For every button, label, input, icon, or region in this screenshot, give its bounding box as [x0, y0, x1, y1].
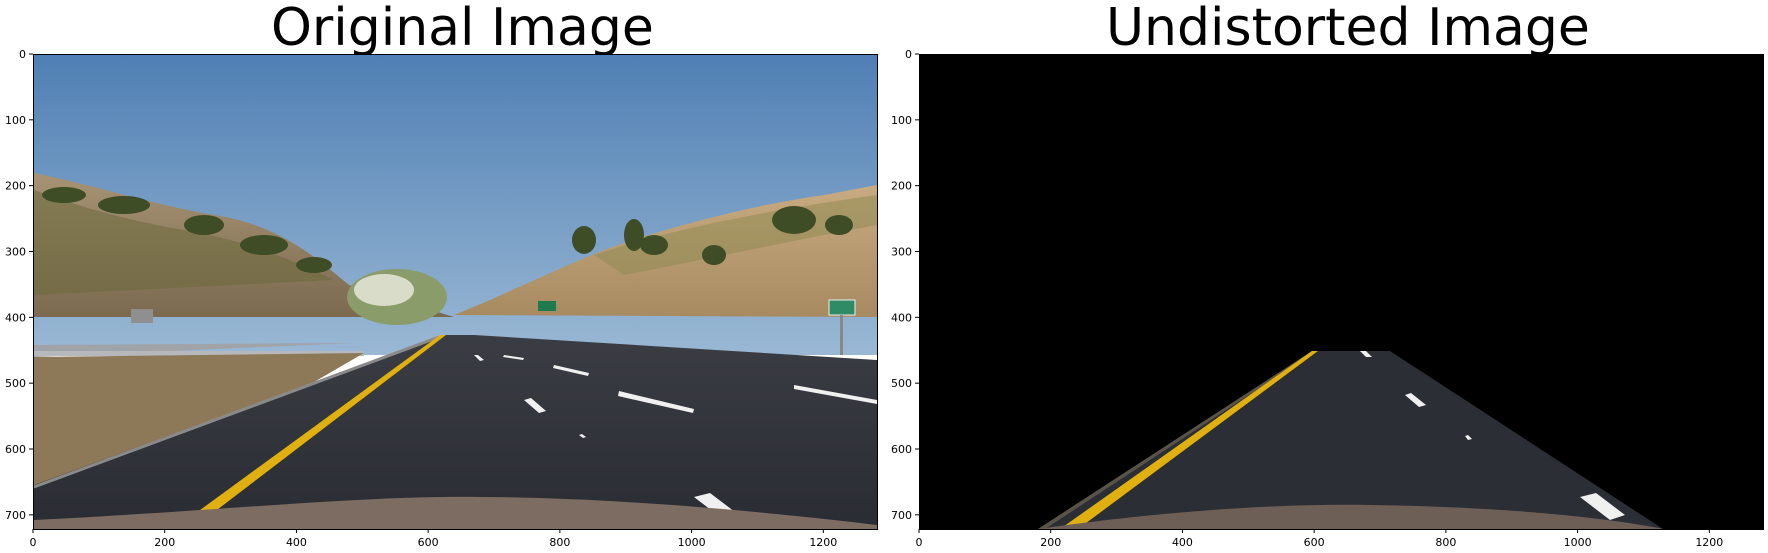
y-tick-label: 300 [891, 246, 912, 259]
yellow-lane-line [174, 335, 446, 529]
x-tick-label: 200 [154, 536, 175, 549]
y-tick-label: 0 [19, 48, 26, 61]
y-tick-label: 400 [5, 311, 26, 324]
x-tick-label: 400 [1172, 536, 1193, 549]
x-tick-label: 800 [1435, 536, 1456, 549]
visible-road-trapezoid [1038, 351, 1663, 529]
y-tick-label: 100 [5, 114, 26, 127]
y-tick-label: 700 [5, 509, 26, 522]
undistorted-image-panel [919, 54, 1764, 530]
white-lane-dashes-masked [1360, 351, 1625, 520]
original-road-photo [34, 55, 877, 529]
y-tick-label: 100 [891, 114, 912, 127]
car-hood [34, 496, 877, 529]
original-image-title: Original Image [271, 0, 654, 58]
y-tick-label: 200 [891, 180, 912, 193]
green-sign [538, 301, 556, 311]
x-tick-label: 600 [1304, 536, 1325, 549]
undistorted-image-title: Undistorted Image [1106, 0, 1590, 58]
yellow-lane-line-masked [1060, 351, 1318, 529]
car-hood-masked [1038, 504, 1663, 529]
x-tick-label: 200 [1040, 536, 1061, 549]
x-tick-label: 600 [418, 536, 439, 549]
x-tick-label: 1200 [1695, 536, 1723, 549]
y-tick-label: 400 [891, 311, 912, 324]
x-tick-label: 0 [916, 536, 923, 549]
right-sign [828, 299, 856, 316]
y-tick-label: 500 [891, 377, 912, 390]
x-tick-label: 1000 [678, 536, 706, 549]
x-tick-label: 1200 [809, 536, 837, 549]
x-tick-label: 1000 [1564, 536, 1592, 549]
original-image-panel [33, 54, 878, 530]
masked-road-photo [920, 55, 1763, 529]
y-tick-label: 300 [5, 246, 26, 259]
x-tick-label: 400 [286, 536, 307, 549]
y-tick-label: 600 [891, 443, 912, 456]
y-tick-label: 600 [5, 443, 26, 456]
y-tick-label: 200 [5, 180, 26, 193]
x-tick-label: 0 [30, 536, 37, 549]
y-tick-label: 700 [891, 509, 912, 522]
y-tick-label: 0 [905, 48, 912, 61]
x-tick-label: 800 [549, 536, 570, 549]
y-tick-label: 500 [5, 377, 26, 390]
